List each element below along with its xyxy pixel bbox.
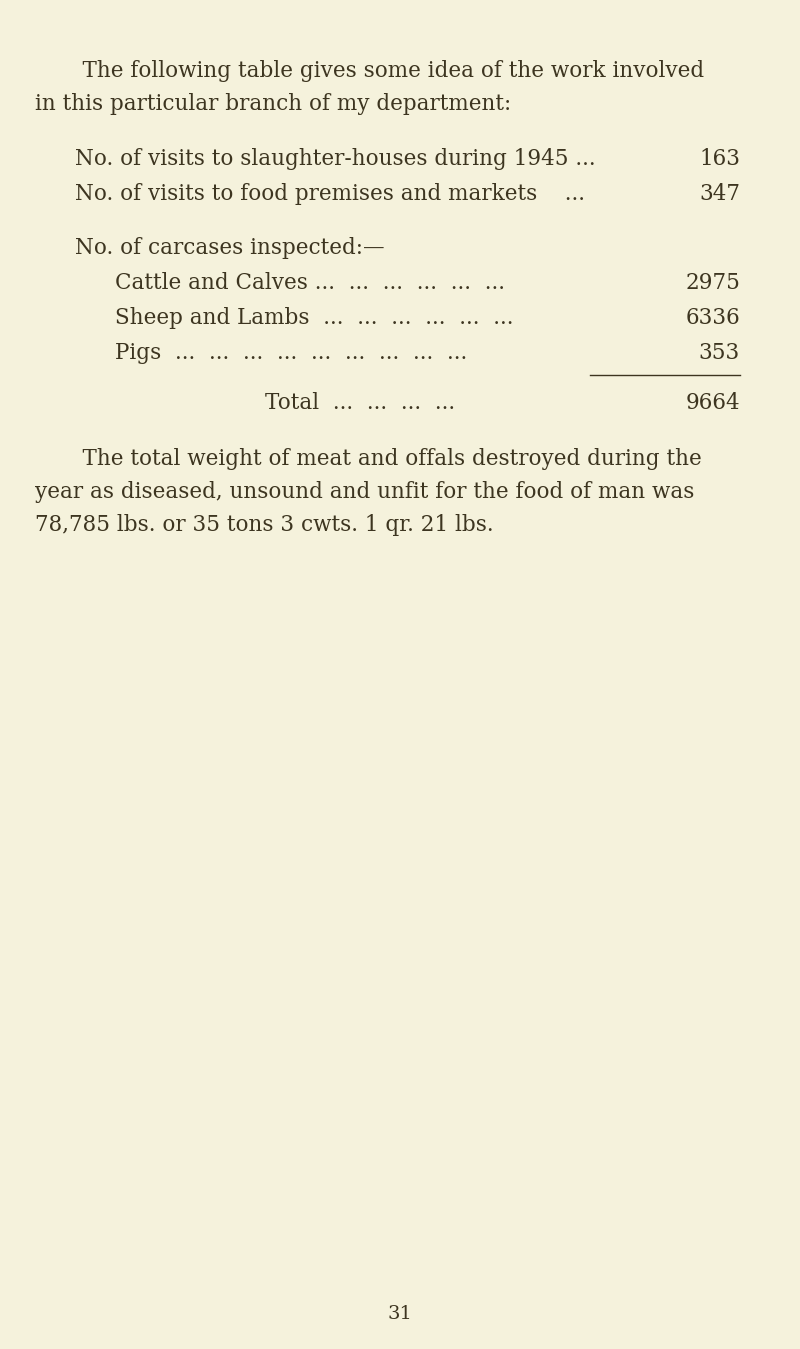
Text: 347: 347 xyxy=(699,183,740,205)
Text: 163: 163 xyxy=(699,148,740,170)
Text: Pigs  ...  ...  ...  ...  ...  ...  ...  ...  ...: Pigs ... ... ... ... ... ... ... ... ... xyxy=(115,343,467,364)
Text: No. of visits to slaughter-houses during 1945 ...: No. of visits to slaughter-houses during… xyxy=(75,148,596,170)
Text: No. of visits to food premises and markets    ...: No. of visits to food premises and marke… xyxy=(75,183,585,205)
Text: The following table gives some idea of the work involved: The following table gives some idea of t… xyxy=(55,59,704,82)
Text: 2975: 2975 xyxy=(685,272,740,294)
Text: Sheep and Lambs  ...  ...  ...  ...  ...  ...: Sheep and Lambs ... ... ... ... ... ... xyxy=(115,308,514,329)
Text: No. of carcases inspected:—: No. of carcases inspected:— xyxy=(75,237,385,259)
Text: 6336: 6336 xyxy=(686,308,740,329)
Text: 9664: 9664 xyxy=(686,393,740,414)
Text: in this particular branch of my department:: in this particular branch of my departme… xyxy=(35,93,511,115)
Text: 353: 353 xyxy=(698,343,740,364)
Text: The total weight of meat and offals destroyed during the: The total weight of meat and offals dest… xyxy=(55,448,702,469)
Text: Total  ...  ...  ...  ...: Total ... ... ... ... xyxy=(265,393,455,414)
Text: 78,785 lbs. or 35 tons 3 cwts. 1 qr. 21 lbs.: 78,785 lbs. or 35 tons 3 cwts. 1 qr. 21 … xyxy=(35,514,494,536)
Text: Cattle and Calves ...  ...  ...  ...  ...  ...: Cattle and Calves ... ... ... ... ... ..… xyxy=(115,272,505,294)
Text: year as diseased, unsound and unfit for the food of man was: year as diseased, unsound and unfit for … xyxy=(35,482,694,503)
Text: 31: 31 xyxy=(387,1304,413,1323)
